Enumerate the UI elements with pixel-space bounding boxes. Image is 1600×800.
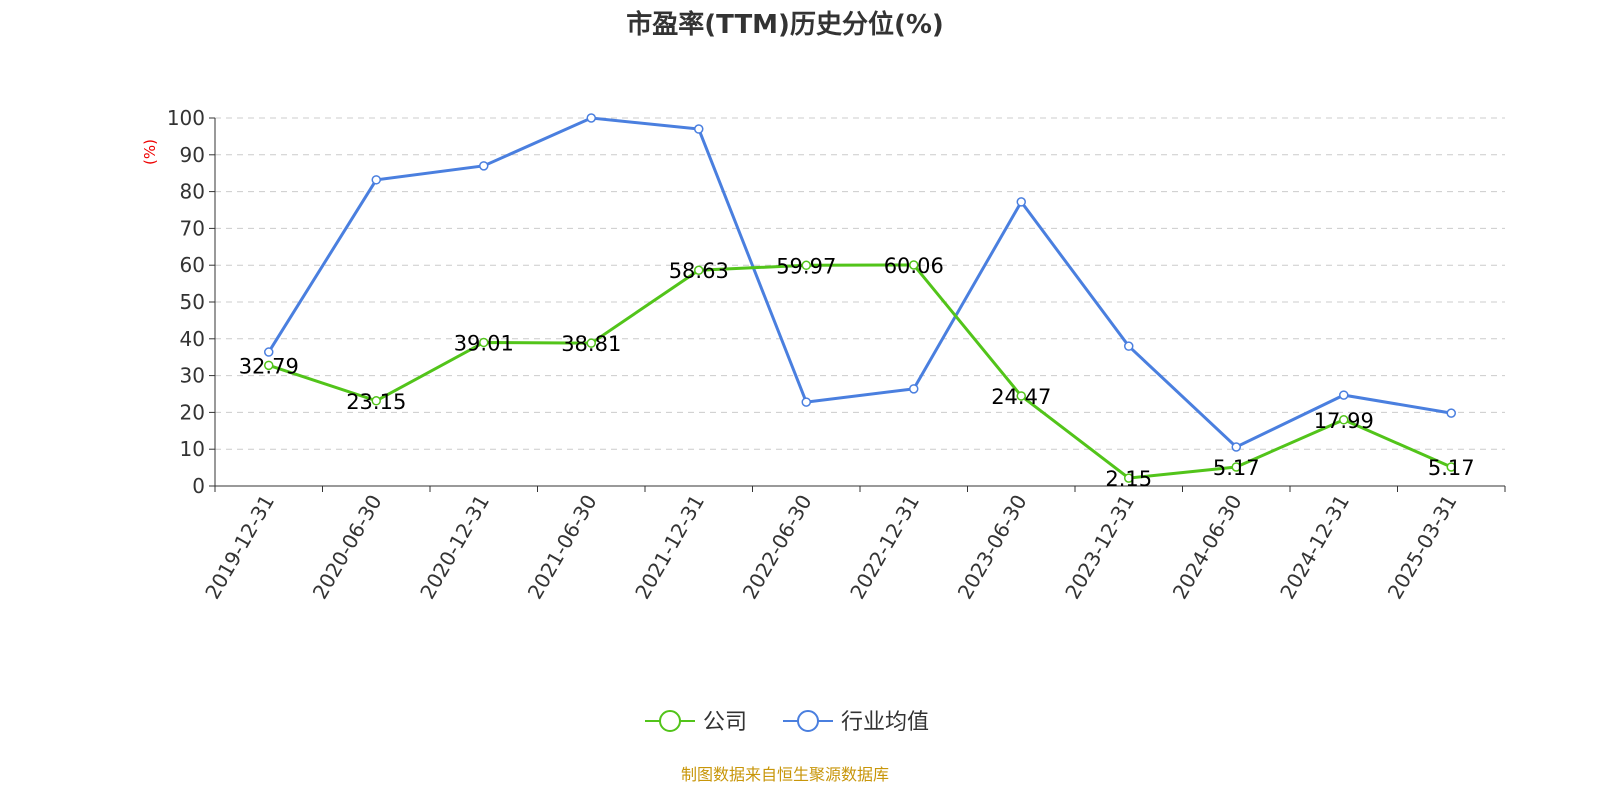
data-point	[1231, 442, 1241, 452]
x-tick-label: 2019-12-31	[200, 491, 279, 604]
y-tick-label: 0	[192, 474, 205, 498]
legend-label: 行业均值	[841, 710, 929, 735]
y-tick-label: 30	[180, 364, 205, 388]
data-label: 5.17	[1213, 456, 1260, 480]
data-point	[479, 161, 489, 171]
legend-marker	[659, 710, 681, 732]
y-tick-label: 40	[180, 327, 205, 351]
data-label: 5.17	[1428, 456, 1475, 480]
data-label: 32.79	[239, 354, 299, 378]
y-tick-label: 90	[180, 143, 205, 167]
y-tick-label: 60	[180, 253, 205, 277]
data-point	[1231, 462, 1241, 472]
x-tick-label: 2021-12-31	[630, 491, 709, 604]
data-label: 24.47	[991, 385, 1051, 409]
data-point	[909, 384, 919, 394]
data-point	[1016, 197, 1026, 207]
y-tick-label: 10	[180, 437, 205, 461]
data-point	[1124, 473, 1134, 483]
data-label: 17.99	[1314, 409, 1374, 433]
y-tick-label: 80	[180, 180, 205, 204]
x-tick-label: 2022-06-30	[738, 491, 817, 604]
legend-marker	[797, 710, 819, 732]
data-label: 38.81	[561, 332, 621, 356]
chart-title: 市盈率(TTM)历史分位(%)	[626, 9, 944, 40]
data-point	[909, 260, 919, 270]
data-point	[1339, 415, 1349, 425]
data-point	[1124, 341, 1134, 351]
y-tick-label: 20	[180, 400, 205, 424]
x-tick-label: 2025-03-31	[1383, 491, 1462, 604]
series-line	[267, 116, 1452, 449]
y-tick-label: 100	[167, 106, 205, 130]
data-point	[694, 265, 704, 275]
series-line	[268, 263, 1452, 480]
x-tick-label: 2020-12-31	[415, 491, 494, 604]
y-tick-label: 50	[180, 290, 205, 314]
x-tick-label: 2023-12-31	[1060, 491, 1139, 604]
data-label: 23.15	[346, 390, 406, 414]
data-point	[801, 397, 811, 407]
source-note: 制图数据来自恒生聚源数据库	[681, 765, 889, 784]
x-tick-label: 2024-06-30	[1168, 491, 1247, 604]
data-point	[694, 124, 704, 134]
x-tick-label: 2021-06-30	[523, 491, 602, 604]
data-point	[479, 337, 489, 348]
data-point	[1446, 408, 1456, 418]
data-point	[586, 113, 596, 123]
data-point	[1339, 390, 1349, 400]
data-label: 60.06	[884, 254, 944, 278]
data-label: 59.97	[776, 254, 836, 278]
y-axis-label: (%)	[141, 139, 159, 165]
x-tick-label: 2020-06-30	[308, 491, 387, 604]
data-point	[1016, 391, 1026, 401]
y-tick-label: 70	[180, 216, 205, 240]
x-tick-label: 2023-06-30	[953, 491, 1032, 604]
data-label: 39.01	[454, 331, 514, 355]
data-point	[264, 360, 274, 371]
data-point	[1446, 462, 1456, 472]
data-point	[264, 347, 274, 357]
data-point	[586, 338, 596, 348]
data-label: 2.15	[1105, 467, 1152, 491]
data-point	[371, 396, 381, 406]
x-tick-label: 2024-12-31	[1275, 491, 1354, 604]
data-point	[371, 175, 381, 185]
data-point	[801, 260, 811, 271]
x-tick-label: 2022-12-31	[845, 491, 924, 604]
legend-label: 公司	[703, 710, 747, 735]
data-label: 58.63	[669, 259, 729, 283]
